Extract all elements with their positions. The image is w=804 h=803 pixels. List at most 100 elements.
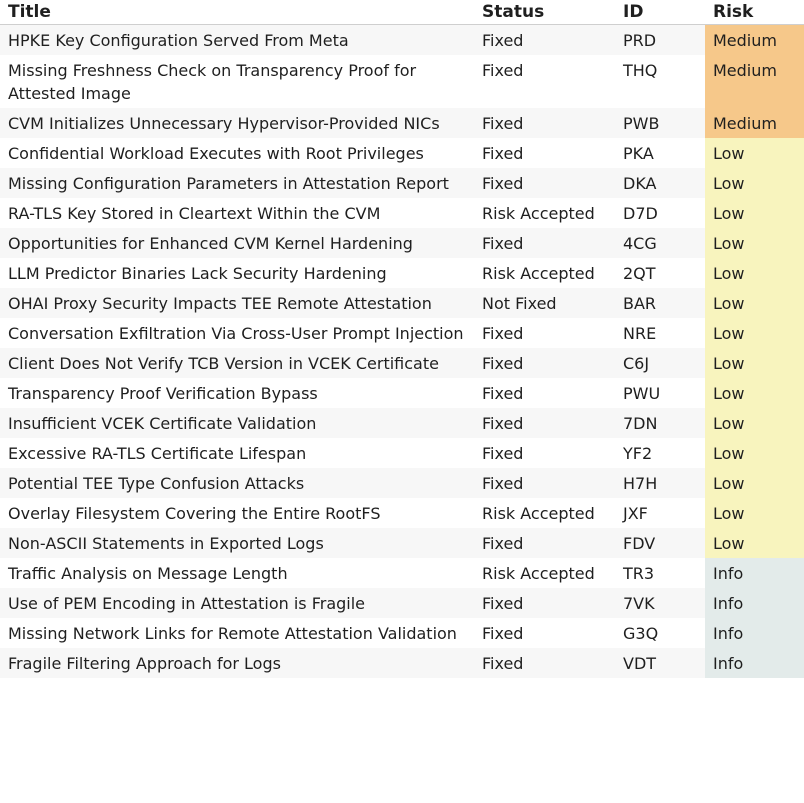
cell-id: G3Q	[615, 618, 705, 648]
table-row: Missing Configuration Parameters in Atte…	[0, 168, 804, 198]
cell-status: Not Fixed	[474, 288, 615, 318]
table-row: Missing Freshness Check on Transparency …	[0, 55, 804, 108]
table-row: CVM Initializes Unnecessary Hypervisor-P…	[0, 108, 804, 138]
cell-risk: Info	[705, 588, 804, 618]
cell-risk: Low	[705, 138, 804, 168]
cell-title: OHAI Proxy Security Impacts TEE Remote A…	[0, 288, 474, 318]
cell-title: RA-TLS Key Stored in Cleartext Within th…	[0, 198, 474, 228]
table-row: Opportunities for Enhanced CVM Kernel Ha…	[0, 228, 804, 258]
table-row: Use of PEM Encoding in Attestation is Fr…	[0, 588, 804, 618]
cell-title: Traffic Analysis on Message Length	[0, 558, 474, 588]
table-row: Fragile Filtering Approach for Logs Fixed…	[0, 648, 804, 678]
cell-id: FDV	[615, 528, 705, 558]
cell-id: NRE	[615, 318, 705, 348]
cell-status: Fixed	[474, 348, 615, 378]
cell-id: BAR	[615, 288, 705, 318]
table-row: Conversation Exfiltration Via Cross-User…	[0, 318, 804, 348]
cell-status: Fixed	[474, 138, 615, 168]
cell-risk: Medium	[705, 24, 804, 55]
table-row: Missing Network Links for Remote Attesta…	[0, 618, 804, 648]
cell-status: Fixed	[474, 108, 615, 138]
header-status: Status	[474, 0, 615, 25]
cell-title: Missing Network Links for Remote Attesta…	[0, 618, 474, 648]
cell-id: PKA	[615, 138, 705, 168]
cell-title: Opportunities for Enhanced CVM Kernel Ha…	[0, 228, 474, 258]
header-row: Title Status ID Risk	[0, 0, 804, 25]
cell-title: CVM Initializes Unnecessary Hypervisor-P…	[0, 108, 474, 138]
table-body: HPKE Key Configuration Served From Meta F…	[0, 24, 804, 678]
cell-status: Fixed	[474, 588, 615, 618]
cell-title: Use of PEM Encoding in Attestation is Fr…	[0, 588, 474, 618]
cell-status: Fixed	[474, 168, 615, 198]
cell-risk: Low	[705, 348, 804, 378]
cell-id: PWU	[615, 378, 705, 408]
cell-id: D7D	[615, 198, 705, 228]
cell-risk: Medium	[705, 55, 804, 108]
cell-status: Fixed	[474, 618, 615, 648]
cell-risk: Medium	[705, 108, 804, 138]
cell-title: LLM Predictor Binaries Lack Security Har…	[0, 258, 474, 288]
cell-risk: Low	[705, 318, 804, 348]
cell-id: C6J	[615, 348, 705, 378]
cell-title: Overlay Filesystem Covering the Entire R…	[0, 498, 474, 528]
cell-title: Potential TEE Type Confusion Attacks	[0, 468, 474, 498]
cell-risk: Low	[705, 198, 804, 228]
header-title: Title	[0, 0, 474, 25]
cell-risk: Low	[705, 168, 804, 198]
table-row: Potential TEE Type Confusion Attacks Fixe…	[0, 468, 804, 498]
table-row: HPKE Key Configuration Served From Meta F…	[0, 24, 804, 55]
cell-status: Fixed	[474, 24, 615, 55]
findings-table: Title Status ID Risk HPKE Key Configurat…	[0, 0, 804, 678]
table-row: Excessive RA-TLS Certificate Lifespan Fix…	[0, 438, 804, 468]
cell-risk: Info	[705, 618, 804, 648]
cell-id: PRD	[615, 24, 705, 55]
cell-status: Risk Accepted	[474, 558, 615, 588]
cell-risk: Info	[705, 558, 804, 588]
cell-risk: Low	[705, 468, 804, 498]
cell-title: Missing Configuration Parameters in Atte…	[0, 168, 474, 198]
cell-risk: Low	[705, 498, 804, 528]
table-row: Non-ASCII Statements in Exported Logs Fix…	[0, 528, 804, 558]
table-row: Insufficient VCEK Certificate Validation…	[0, 408, 804, 438]
table-header: Title Status ID Risk	[0, 0, 804, 25]
cell-id: TR3	[615, 558, 705, 588]
cell-risk: Low	[705, 228, 804, 258]
cell-title: Client Does Not Verify TCB Version in VC…	[0, 348, 474, 378]
table-row: RA-TLS Key Stored in Cleartext Within th…	[0, 198, 804, 228]
table-row: Client Does Not Verify TCB Version in VC…	[0, 348, 804, 378]
cell-risk: Low	[705, 288, 804, 318]
table-row: OHAI Proxy Security Impacts TEE Remote A…	[0, 288, 804, 318]
cell-risk: Low	[705, 408, 804, 438]
cell-title: Excessive RA-TLS Certificate Lifespan	[0, 438, 474, 468]
cell-title: Confidential Workload Executes with Root…	[0, 138, 474, 168]
cell-risk: Low	[705, 378, 804, 408]
table-row: Transparency Proof Verification Bypass Fi…	[0, 378, 804, 408]
cell-status: Risk Accepted	[474, 258, 615, 288]
cell-title: Transparency Proof Verification Bypass	[0, 378, 474, 408]
cell-id: 7DN	[615, 408, 705, 438]
header-id: ID	[615, 0, 705, 25]
cell-risk: Info	[705, 648, 804, 678]
table-row: Traffic Analysis on Message Length Risk A…	[0, 558, 804, 588]
cell-title: Non-ASCII Statements in Exported Logs	[0, 528, 474, 558]
cell-id: JXF	[615, 498, 705, 528]
cell-id: YF2	[615, 438, 705, 468]
cell-risk: Low	[705, 258, 804, 288]
cell-status: Fixed	[474, 228, 615, 258]
cell-status: Fixed	[474, 408, 615, 438]
cell-status: Fixed	[474, 468, 615, 498]
cell-id: 2QT	[615, 258, 705, 288]
cell-title: HPKE Key Configuration Served From Meta	[0, 24, 474, 55]
cell-title: Fragile Filtering Approach for Logs	[0, 648, 474, 678]
cell-title: Conversation Exfiltration Via Cross-User…	[0, 318, 474, 348]
cell-id: 4CG	[615, 228, 705, 258]
cell-title: Insufficient VCEK Certificate Validation	[0, 408, 474, 438]
cell-status: Fixed	[474, 438, 615, 468]
header-risk: Risk	[705, 0, 804, 25]
cell-risk: Low	[705, 438, 804, 468]
table-row: LLM Predictor Binaries Lack Security Har…	[0, 258, 804, 288]
cell-status: Fixed	[474, 378, 615, 408]
cell-status: Fixed	[474, 318, 615, 348]
cell-status: Fixed	[474, 528, 615, 558]
cell-id: VDT	[615, 648, 705, 678]
